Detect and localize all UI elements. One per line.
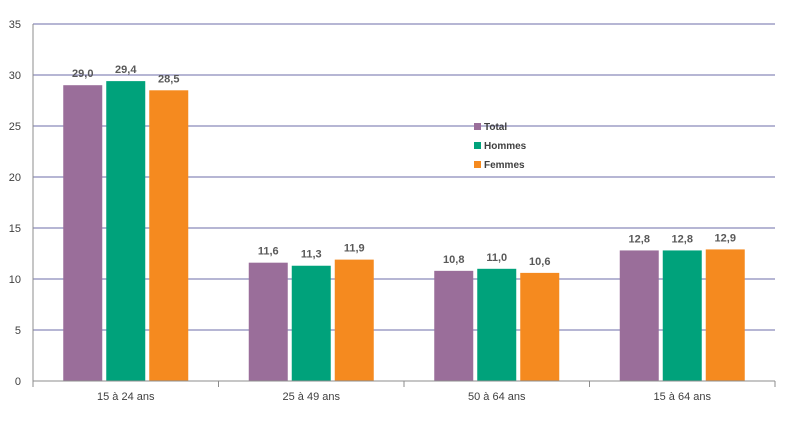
data-label: 11,0 xyxy=(486,252,507,264)
bar xyxy=(520,272,560,381)
bar xyxy=(248,262,288,381)
legend-swatch xyxy=(474,161,481,168)
x-tick-label: 25 à 49 ans xyxy=(283,391,341,403)
legend-swatch xyxy=(474,123,481,130)
x-tick-label: 50 à 64 ans xyxy=(468,391,526,403)
data-label: 12,8 xyxy=(672,233,693,245)
legend-label: Femmes xyxy=(484,160,525,171)
legend: Total Hommes Femmes xyxy=(474,122,527,171)
bar xyxy=(662,250,702,381)
legend-label: Total xyxy=(484,122,507,133)
x-axis: 15 à 24 ans 25 à 49 ans 50 à 64 ans 15 à 64… xyxy=(32,380,776,403)
data-label: 11,6 xyxy=(258,246,279,258)
x-tick-label: 15 à 64 ans xyxy=(654,391,712,403)
bars xyxy=(63,81,745,382)
y-tick-label: 35 xyxy=(9,19,21,31)
bar xyxy=(291,265,331,381)
data-label: 28,5 xyxy=(158,73,179,85)
y-tick-label: 0 xyxy=(15,376,21,388)
data-label: 12,8 xyxy=(629,233,650,245)
bar xyxy=(63,85,103,381)
data-label: 12,9 xyxy=(715,232,736,244)
y-tick-label: 10 xyxy=(9,274,21,286)
data-label: 29,4 xyxy=(115,64,137,76)
legend-label: Hommes xyxy=(484,141,527,152)
y-tick-label: 30 xyxy=(9,70,21,82)
y-tick-label: 20 xyxy=(9,172,21,184)
y-tick-label: 25 xyxy=(9,121,21,133)
y-axis: 0 5 10 15 20 25 30 35 xyxy=(9,19,34,388)
bar xyxy=(705,249,745,381)
bar xyxy=(619,250,659,381)
bar xyxy=(149,90,189,382)
data-label: 10,6 xyxy=(529,256,550,268)
data-label: 29,0 xyxy=(72,68,93,80)
legend-swatch xyxy=(474,142,481,149)
bar xyxy=(334,259,374,381)
y-tick-label: 5 xyxy=(15,325,21,337)
bar xyxy=(434,270,474,381)
data-labels: 29,0 29,4 28,5 11,6 11,3 11,9 10,8 11,0 10,6 12,8… xyxy=(72,64,736,268)
y-tick-label: 15 xyxy=(9,223,21,235)
data-label: 11,3 xyxy=(301,249,322,261)
data-label: 10,8 xyxy=(443,254,464,266)
bar xyxy=(477,268,517,381)
data-label: 11,9 xyxy=(344,243,365,255)
bar xyxy=(106,81,146,382)
x-tick-label: 15 à 24 ans xyxy=(97,391,155,403)
